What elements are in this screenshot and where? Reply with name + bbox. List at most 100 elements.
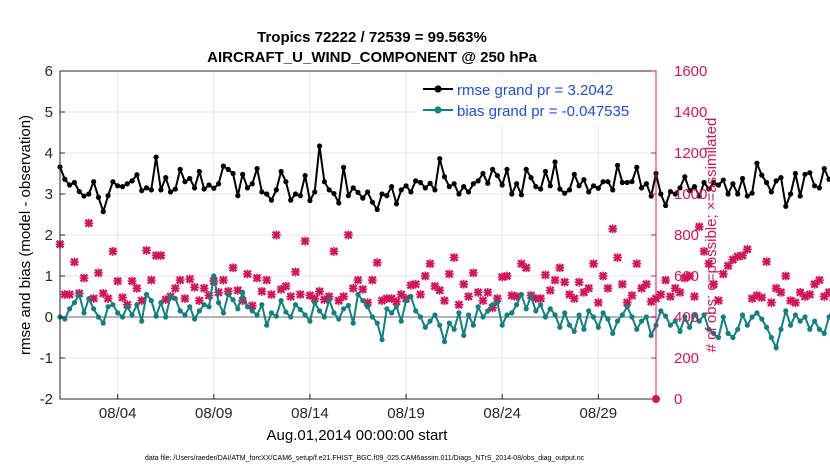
obs-assimilated-point (776, 288, 786, 297)
obs-series (55, 218, 830, 403)
bias-point (62, 316, 68, 322)
bias-point (254, 312, 260, 318)
bias-point (768, 334, 774, 341)
rmse-point (682, 174, 688, 180)
bias-point (581, 326, 587, 332)
obs-assimilated-point (430, 281, 440, 291)
obs-assimilated-point (372, 258, 382, 268)
obs-assimilated-point (569, 294, 579, 303)
rmse-point (735, 191, 741, 197)
bias-point (321, 314, 327, 320)
obs-assimilated-point (118, 293, 127, 302)
rmse-point (254, 165, 260, 172)
rmse-point (67, 182, 73, 188)
rmse-point (451, 181, 457, 187)
obs-assimilated-point (291, 267, 300, 277)
bias-point (672, 318, 678, 324)
rmse-point (739, 175, 746, 182)
rmse-point (283, 179, 289, 185)
bias-point (528, 293, 534, 300)
bias-point (345, 302, 351, 309)
rmse-point (672, 191, 678, 197)
rmse-point (413, 178, 419, 184)
bias-point (259, 302, 265, 308)
rmse-point (408, 189, 414, 195)
bias-point (148, 298, 154, 304)
rmse-point (499, 182, 505, 188)
bias-point (307, 318, 313, 324)
y-tick-label-right: 1400 (674, 104, 707, 121)
obs-assimilated-point (709, 279, 719, 289)
obs-assimilated-point (368, 275, 377, 285)
bias-point (143, 291, 150, 298)
bias-point (816, 326, 823, 332)
bias-point (461, 332, 467, 339)
obs-assimilated-point (103, 294, 113, 303)
rmse-point (749, 190, 755, 196)
rmse-point (340, 164, 347, 170)
bias-point (384, 306, 390, 312)
rmse-point (225, 166, 231, 172)
obs-assimilated-point (464, 292, 473, 301)
obs-assimilated-point (608, 224, 618, 234)
obs-assimilated-point (435, 285, 445, 295)
rmse-point (648, 193, 654, 199)
bias-point (518, 291, 525, 298)
bias-point (826, 314, 830, 320)
bias-point (355, 291, 361, 298)
bias-point (76, 291, 82, 298)
y-axis-label-right: # of obs: o=possible; ×=assimilated (703, 118, 720, 353)
rmse-point (105, 193, 111, 199)
x-axis-label: Aug.01,2014 00:00:00 start (267, 427, 449, 444)
rmse-point (610, 187, 616, 193)
bias-point (340, 306, 347, 312)
rmse-point (552, 159, 558, 165)
obs-assimilated-point (627, 291, 637, 300)
rmse-point (177, 166, 183, 172)
bias-line (59, 275, 830, 349)
bias-point (638, 318, 645, 324)
bias-point (557, 324, 563, 330)
rmse-point (643, 181, 649, 187)
rmse-point (129, 178, 135, 184)
bias-point (350, 320, 356, 326)
rmse-point (730, 181, 736, 187)
obs-assimilated-point (704, 259, 714, 269)
obs-assimilated-point (790, 298, 800, 308)
bias-point (441, 339, 448, 345)
bias-point (499, 322, 505, 328)
bias-point (201, 302, 207, 308)
bias-point (288, 314, 294, 320)
bias-point (177, 308, 183, 314)
bias-point (292, 302, 299, 308)
bias-point (706, 326, 712, 332)
x-tick-label: 08/14 (291, 405, 329, 422)
rmse-point (71, 179, 78, 186)
bias-point (167, 293, 174, 300)
bias-point (129, 312, 135, 318)
y-tick-label-left: -2 (40, 391, 53, 408)
bias-point (778, 326, 784, 332)
bias-point (206, 304, 212, 310)
y-tick-label-left: 5 (45, 104, 53, 121)
bias-point (336, 316, 342, 322)
rmse-point (119, 184, 126, 190)
rmse-point (783, 203, 789, 209)
rmse-point (566, 187, 573, 193)
obs-assimilated-point (584, 283, 594, 293)
obs-assimilated-point (89, 294, 99, 303)
rmse-point (677, 185, 683, 191)
bias-point (687, 324, 693, 330)
rmse-point (288, 197, 294, 203)
obs-assimilated-point (343, 230, 353, 240)
bias-point (389, 310, 395, 316)
bias-point (316, 308, 323, 314)
rmse-point (518, 192, 525, 198)
obs-assimilated-point (190, 282, 199, 292)
obs-assimilated-point (690, 292, 699, 301)
bias-point (331, 310, 337, 316)
rmse-point (172, 186, 178, 192)
obs-assimilated-point (295, 290, 305, 299)
obs-assimilated-point (738, 251, 747, 260)
obs-assimilated-point (65, 290, 75, 299)
